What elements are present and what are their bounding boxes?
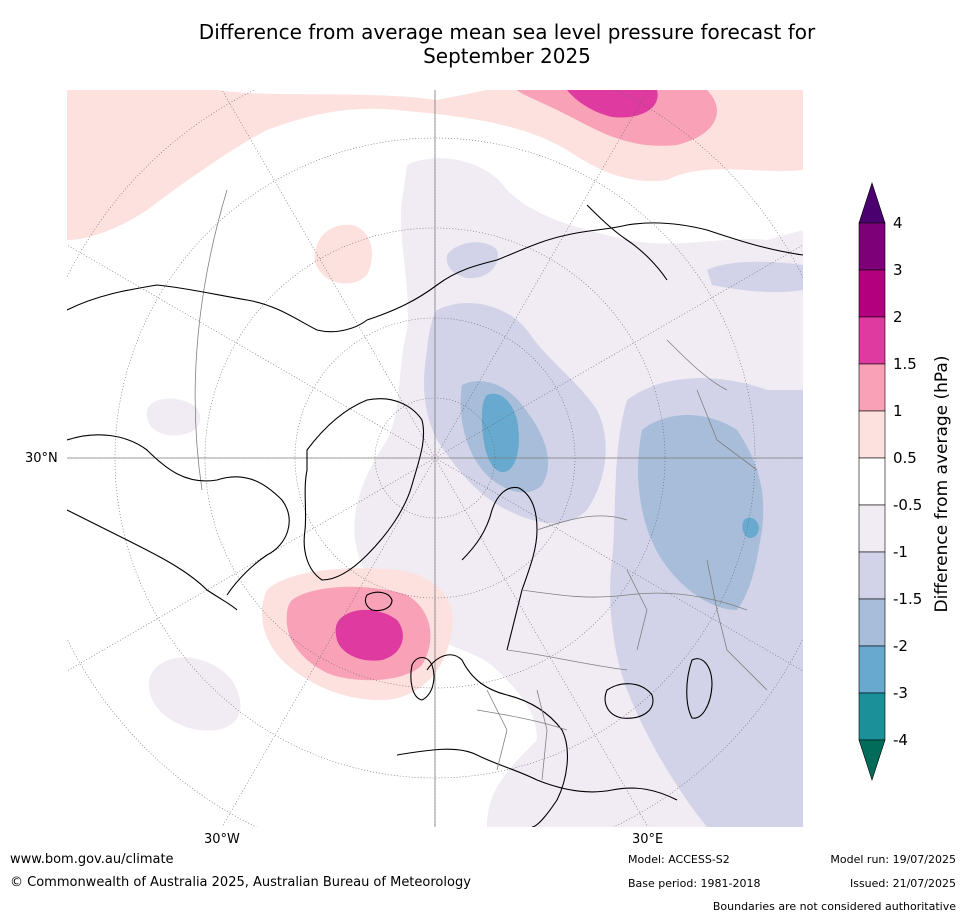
border-6 (536, 689, 548, 781)
colorbar-tick-label: 1 (893, 402, 903, 420)
colorbar-bands (858, 182, 886, 781)
colorbar-tick-label: -4 (893, 731, 908, 749)
colorbar-tick-label: 3 (893, 261, 903, 279)
footer-base-period: Base period: 1981-2018 (628, 877, 761, 890)
colorbar-band (858, 598, 886, 647)
footer-website: www.bom.gov.au/climate (10, 852, 174, 867)
anomaly-positive-1-north (517, 90, 717, 146)
meridian-a (221, 90, 436, 459)
anomaly-negative-1-north-top (446, 242, 498, 279)
lat-label-30n: 30°N (25, 451, 58, 466)
colorbar-title: Difference from average (hPa) (932, 355, 952, 613)
anomaly-negative-2-siberia (742, 517, 759, 538)
footer-copyright: © Commonwealth of Australia 2025, Austra… (10, 875, 471, 890)
colorbar-band (858, 551, 886, 600)
border-3 (506, 649, 628, 671)
meridian-d (434, 244, 803, 459)
footer-disclaimer: Boundaries are not considered authoritat… (712, 900, 956, 913)
solid-arc-west (194, 189, 228, 491)
coastlines (67, 204, 803, 827)
anomaly-negative-1.5-siberia (638, 415, 764, 610)
colorbar-band (858, 692, 886, 741)
colorbar-band (858, 222, 886, 271)
colorbar-tick-label: 1.5 (893, 355, 917, 373)
anomaly-negative-0.5-west (146, 398, 201, 436)
coast-siberia (366, 222, 803, 321)
colorbar-band (858, 410, 886, 459)
colorbar-tick-label: -0.5 (893, 496, 923, 514)
colorbar-tick-label: -3 (893, 684, 908, 702)
coast-alaska (67, 284, 368, 333)
anomaly-negative-2-scandinavia (481, 393, 519, 473)
colorbar-band (858, 363, 886, 412)
anomaly-positive-2-atlantic (335, 609, 403, 661)
footer-model: Model: ACCESS-S2 (628, 853, 730, 866)
colorbar-band (858, 504, 886, 553)
map-panel (67, 90, 803, 827)
coast-canada-west (67, 509, 238, 611)
border-9 (666, 339, 728, 391)
border-8 (706, 559, 768, 691)
title-line-1: Difference from average mean sea level p… (198, 20, 816, 44)
colorbar-tick-label: -2 (893, 637, 908, 655)
meridian-g (221, 457, 436, 827)
coast-iceland (364, 591, 393, 612)
border-2 (521, 589, 748, 611)
meridian-b (434, 90, 649, 459)
colorbar-band (858, 457, 886, 506)
colorbar-tick-label: 4 (893, 214, 903, 232)
country-borders (476, 339, 768, 781)
border-5 (486, 689, 508, 771)
meridian-c (67, 244, 436, 459)
coast-uk (410, 656, 435, 701)
anomaly-fields (67, 90, 803, 827)
border-1 (536, 515, 628, 531)
lon-label-30e: 30°E (632, 832, 664, 847)
coast-caspian (686, 658, 713, 719)
coast-greenland (303, 398, 425, 581)
coast-europe (426, 654, 568, 827)
colorbar-band (858, 269, 886, 318)
coast-scandinavia (461, 486, 538, 651)
coast-kamchatka (586, 204, 668, 281)
colorbar-band (858, 645, 886, 694)
border-10 (696, 389, 758, 471)
solid-meridians (67, 90, 803, 827)
coast-canada-arctic (67, 434, 290, 596)
colorbar-tick-label: 0.5 (893, 449, 917, 467)
meridian-h (434, 457, 649, 827)
border-4 (476, 709, 568, 731)
colorbar-extend-bottom (858, 739, 886, 781)
meridian-e (67, 457, 436, 672)
meridian-f (434, 457, 803, 672)
border-7 (626, 569, 648, 651)
lon-label-30w: 30°W (204, 832, 240, 847)
anomaly-positive-2-north (567, 90, 658, 118)
colorbar-tick-label: -1.5 (893, 590, 923, 608)
footer-model-run: Model run: 19/07/2025 (830, 853, 956, 866)
title-line-2: September 2025 (423, 44, 591, 68)
colorbar-band (858, 316, 886, 365)
colorbar-tick-label: 2 (893, 308, 903, 326)
map-svg (67, 90, 803, 827)
coast-black-sea (604, 683, 654, 719)
anomaly-negative-0.5-southwest (148, 657, 241, 731)
chart-title: Difference from average mean sea level p… (66, 20, 948, 68)
colorbar-extend-top (858, 182, 886, 224)
colorbar-tick-label: -1 (893, 543, 908, 561)
anomaly-positive-0.5-bubble (314, 224, 372, 284)
footer-issued: Issued: 21/07/2025 (849, 877, 956, 890)
coast-mediterranean (396, 748, 678, 801)
anomaly-negative-1-east-top (707, 261, 803, 293)
